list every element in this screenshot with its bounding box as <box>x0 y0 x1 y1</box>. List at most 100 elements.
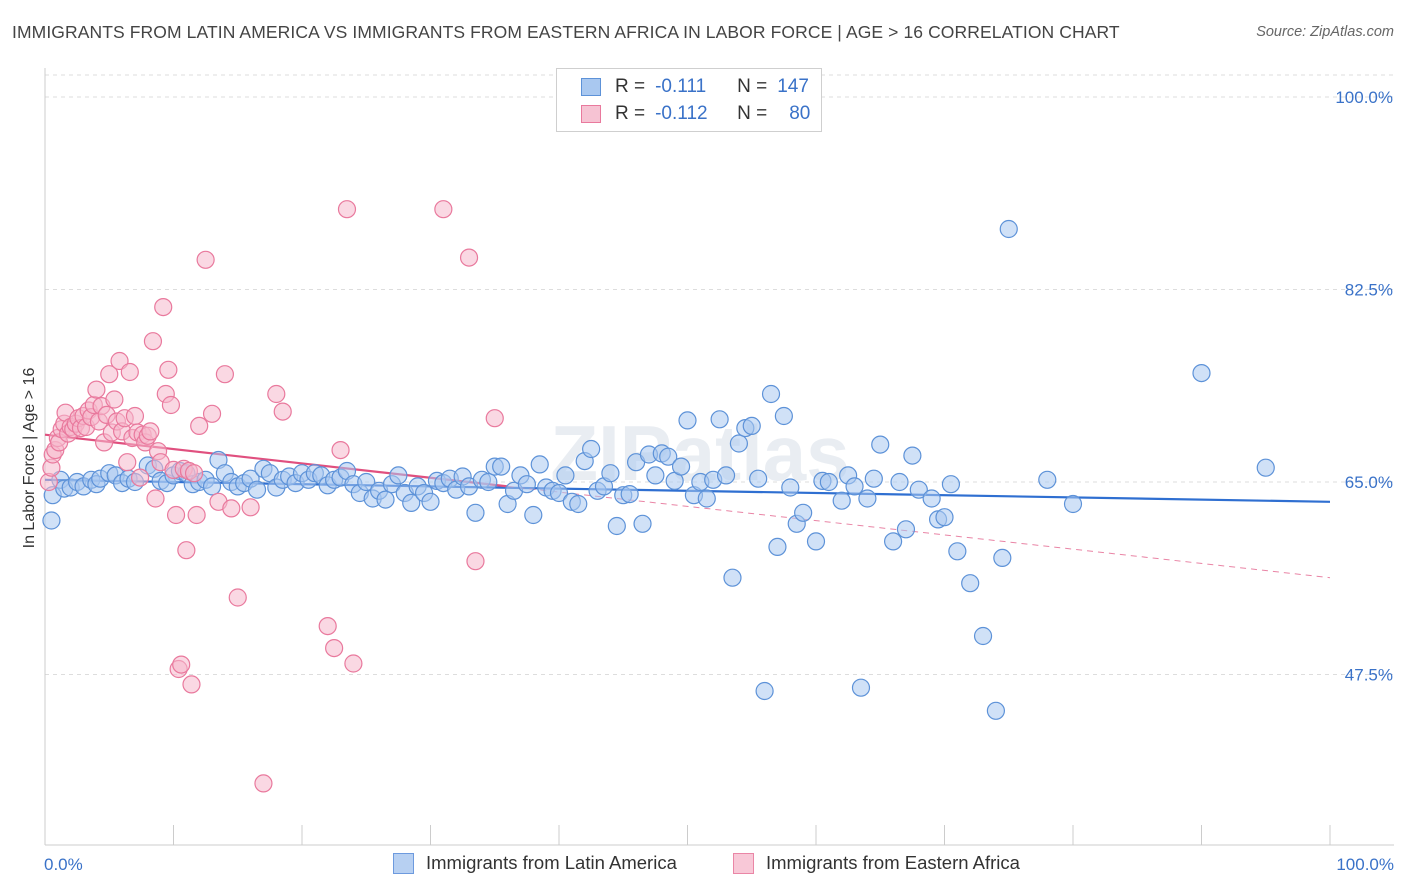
chart-title: IMMIGRANTS FROM LATIN AMERICA VS IMMIGRA… <box>12 22 1120 42</box>
latin-america-point <box>890 472 909 492</box>
latin-america-point <box>961 574 980 593</box>
latin-america-point <box>492 457 511 476</box>
latin-america-point <box>607 516 626 536</box>
y-tick-label: 100.0% <box>1335 88 1393 107</box>
latin-america-point <box>697 489 716 508</box>
latin-america-point <box>1063 494 1083 514</box>
latin-america-point <box>646 466 665 485</box>
y-tick-label: 65.0% <box>1345 473 1393 492</box>
latin-america-point <box>1038 470 1057 489</box>
eastern-africa-point <box>202 404 222 423</box>
latin-america-point <box>556 466 575 485</box>
legend-r-label: R = <box>615 103 646 124</box>
eastern-africa-point <box>187 505 206 525</box>
eastern-africa-point <box>344 654 363 673</box>
latin-america-point <box>1256 458 1275 477</box>
latin-america-point <box>202 477 222 496</box>
tick-labels: 100.0% 82.5% 65.0% 47.5% 0.0% 100.0% <box>44 88 1394 874</box>
eastern-africa-point <box>130 468 150 487</box>
eastern-africa-point <box>254 774 273 793</box>
latin-america-point <box>922 489 941 508</box>
eastern-africa-point <box>434 200 453 219</box>
legend-n-label: N = <box>737 103 768 124</box>
latin-america-point <box>749 469 768 488</box>
latin-america-point <box>819 472 838 492</box>
latin-america-point <box>774 406 793 426</box>
latin-america-point <box>479 472 498 492</box>
bottom-legend: Immigrants from Latin America Immigrants… <box>0 852 1406 878</box>
eastern-africa-point <box>87 380 106 399</box>
data-points <box>39 200 1275 793</box>
latin-america-point <box>794 503 813 522</box>
y-tick-label: 82.5% <box>1345 281 1393 300</box>
latin-america-point <box>530 455 549 474</box>
latin-america-point <box>678 411 697 430</box>
eastern-africa-point <box>459 248 479 267</box>
eastern-africa-point <box>241 498 260 517</box>
eastern-africa-point <box>331 441 350 460</box>
latin-america-point <box>935 508 954 527</box>
legend-n-value: 80 <box>789 103 811 124</box>
latin-america-point <box>389 466 408 485</box>
eastern-africa-point <box>318 616 337 636</box>
legend-r-label: R = <box>615 76 646 97</box>
bottom-legend-label: Immigrants from Eastern Africa <box>766 852 1020 873</box>
latin-america-point <box>742 416 761 435</box>
legend-r-value: -0.111 <box>655 76 707 97</box>
latin-america-point <box>761 384 781 404</box>
eastern-africa-point <box>172 655 191 674</box>
y-tick-label: 47.5% <box>1345 666 1393 685</box>
eastern-africa-point <box>273 402 292 421</box>
eastern-africa-point <box>184 464 204 483</box>
latin-america-point <box>993 548 1012 568</box>
eastern-africa-point <box>177 541 196 560</box>
latin-america-point <box>466 503 485 522</box>
latin-america-point <box>421 492 440 511</box>
latin-america-point <box>999 219 1018 239</box>
latin-america-point <box>659 447 678 466</box>
latin-america-point <box>582 439 601 459</box>
latin-america-point <box>517 475 536 494</box>
latin-america-point <box>948 542 967 561</box>
latin-america-point <box>806 532 826 551</box>
eastern-africa-point <box>325 638 344 658</box>
eastern-africa-point <box>161 395 181 415</box>
latin-america-point <box>858 489 877 508</box>
eastern-africa-point <box>143 332 163 351</box>
eastern-africa-point <box>337 200 357 219</box>
latin-america-point <box>357 472 376 492</box>
latin-america-point <box>376 490 395 509</box>
legend-n-label: N = <box>737 76 768 97</box>
latin-america-point <box>832 491 851 510</box>
bottom-legend-item-latin-america: Immigrants from Latin America <box>393 852 677 874</box>
trend-line-eastern-africa <box>507 485 1331 579</box>
latin-america-point <box>569 494 588 514</box>
latin-america-point <box>402 493 421 512</box>
latin-america-point <box>247 480 267 499</box>
latin-america-point <box>729 434 749 453</box>
eastern-africa-point <box>485 409 504 428</box>
latin-america-point <box>42 511 61 530</box>
latin-america-point <box>524 505 543 525</box>
latin-america-point <box>864 469 883 488</box>
latin-america-point <box>768 537 787 557</box>
eastern-africa-point <box>141 422 160 441</box>
latin-america-point <box>883 532 903 551</box>
eastern-africa-point <box>118 453 137 472</box>
legend-swatch-blue <box>581 78 601 96</box>
latin-america-point <box>986 701 1006 720</box>
legend-r-value: -0.112 <box>655 103 708 124</box>
eastern-africa-point <box>154 298 173 317</box>
legend-n-value: 147 <box>777 76 809 97</box>
latin-america-point <box>549 483 569 503</box>
x-tick-label: 100.0% <box>1336 855 1394 874</box>
latin-america-point <box>851 678 871 697</box>
eastern-africa-point <box>100 365 119 384</box>
grid-lines <box>45 74 1394 675</box>
latin-america-point <box>941 475 961 494</box>
eastern-africa-point <box>166 505 186 525</box>
eastern-africa-point <box>222 499 241 518</box>
legend-row-latin-america: R = -0.111 N = 147 <box>581 74 809 100</box>
latin-america-point <box>896 520 916 539</box>
